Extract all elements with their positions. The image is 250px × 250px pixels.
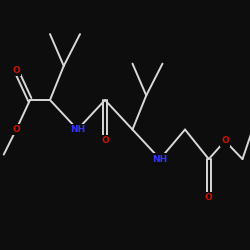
Text: O: O	[12, 125, 20, 134]
Text: O: O	[12, 66, 20, 75]
Text: O: O	[205, 193, 212, 202]
Text: O: O	[221, 136, 229, 145]
Text: O: O	[101, 136, 109, 145]
Text: NH: NH	[152, 154, 168, 164]
Text: NH: NH	[70, 125, 85, 134]
